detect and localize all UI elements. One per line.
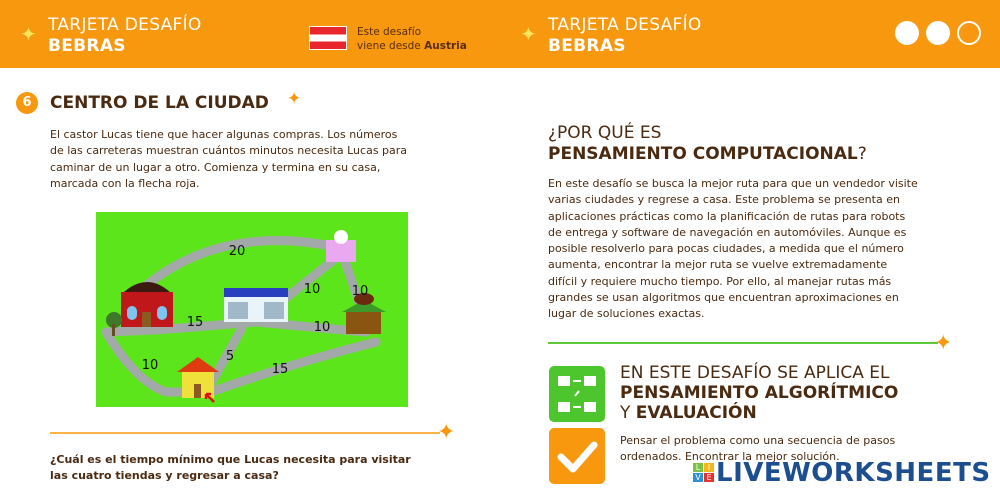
road-label: 5	[226, 349, 234, 364]
star-icon: ✦	[520, 22, 537, 46]
header-title-right: TARJETA DESAFÍO BEBRAS	[548, 15, 702, 56]
supermarket-icon	[224, 288, 288, 322]
road-label: 15	[187, 315, 204, 330]
start-arrow-icon	[204, 392, 215, 403]
task-title: CENTRO DE LA CIUDAD	[50, 93, 269, 113]
liveworksheets-watermark[interactable]: LIVEWORKSHEETS	[716, 458, 991, 488]
header-bar	[0, 0, 1000, 68]
road-label: 10	[304, 282, 321, 297]
star-icon: ✦	[437, 420, 456, 445]
liveworksheets-logo-icon: L I V E	[693, 463, 714, 482]
road-label: 20	[229, 244, 246, 259]
barber-shop-icon	[121, 282, 173, 327]
skills-heading: EN ESTE DESAFÍO SE APLICA EL PENSAMIENTO …	[620, 363, 899, 423]
city-map: 20 15 10 10 10 5 15 10	[96, 212, 408, 407]
house-icon	[177, 357, 219, 398]
road-label: 10	[142, 358, 159, 373]
austria-flag-icon	[309, 26, 347, 50]
divider	[548, 342, 938, 344]
why-title: ¿POR QUÉ ES PENSAMIENTO COMPUTACIONAL?	[548, 123, 867, 164]
tree-icon	[106, 312, 122, 336]
task-description: El castor Lucas tiene que hacer algunas …	[50, 128, 408, 190]
difficulty-dot-filled	[926, 21, 950, 45]
task-number: 6	[16, 92, 38, 114]
road-label: 10	[352, 284, 369, 299]
task-question: ¿Cuál es el tiempo mínimo que Lucas nece…	[50, 453, 411, 482]
cafe-icon	[342, 293, 386, 334]
header-title-left: TARJETA DESAFÍO BEBRAS	[48, 15, 202, 56]
road-label: 10	[314, 320, 331, 335]
star-icon: ✦	[287, 89, 302, 109]
difficulty-dot-empty	[957, 21, 981, 45]
road-label: 15	[272, 362, 289, 377]
divider	[50, 432, 440, 434]
why-paragraph: En este desafío se busca la mejor ruta p…	[548, 177, 918, 321]
bakery-icon	[326, 230, 356, 262]
difficulty-dot-filled	[895, 21, 919, 45]
algorithm-icon	[549, 366, 605, 422]
checkmark-icon	[549, 428, 605, 484]
origin-text: Este desafío viene desde Austria	[357, 26, 467, 52]
star-icon: ✦	[934, 331, 953, 356]
skills-description: Pensar el problema como una secuencia de…	[620, 434, 896, 464]
star-icon: ✦	[20, 22, 37, 46]
